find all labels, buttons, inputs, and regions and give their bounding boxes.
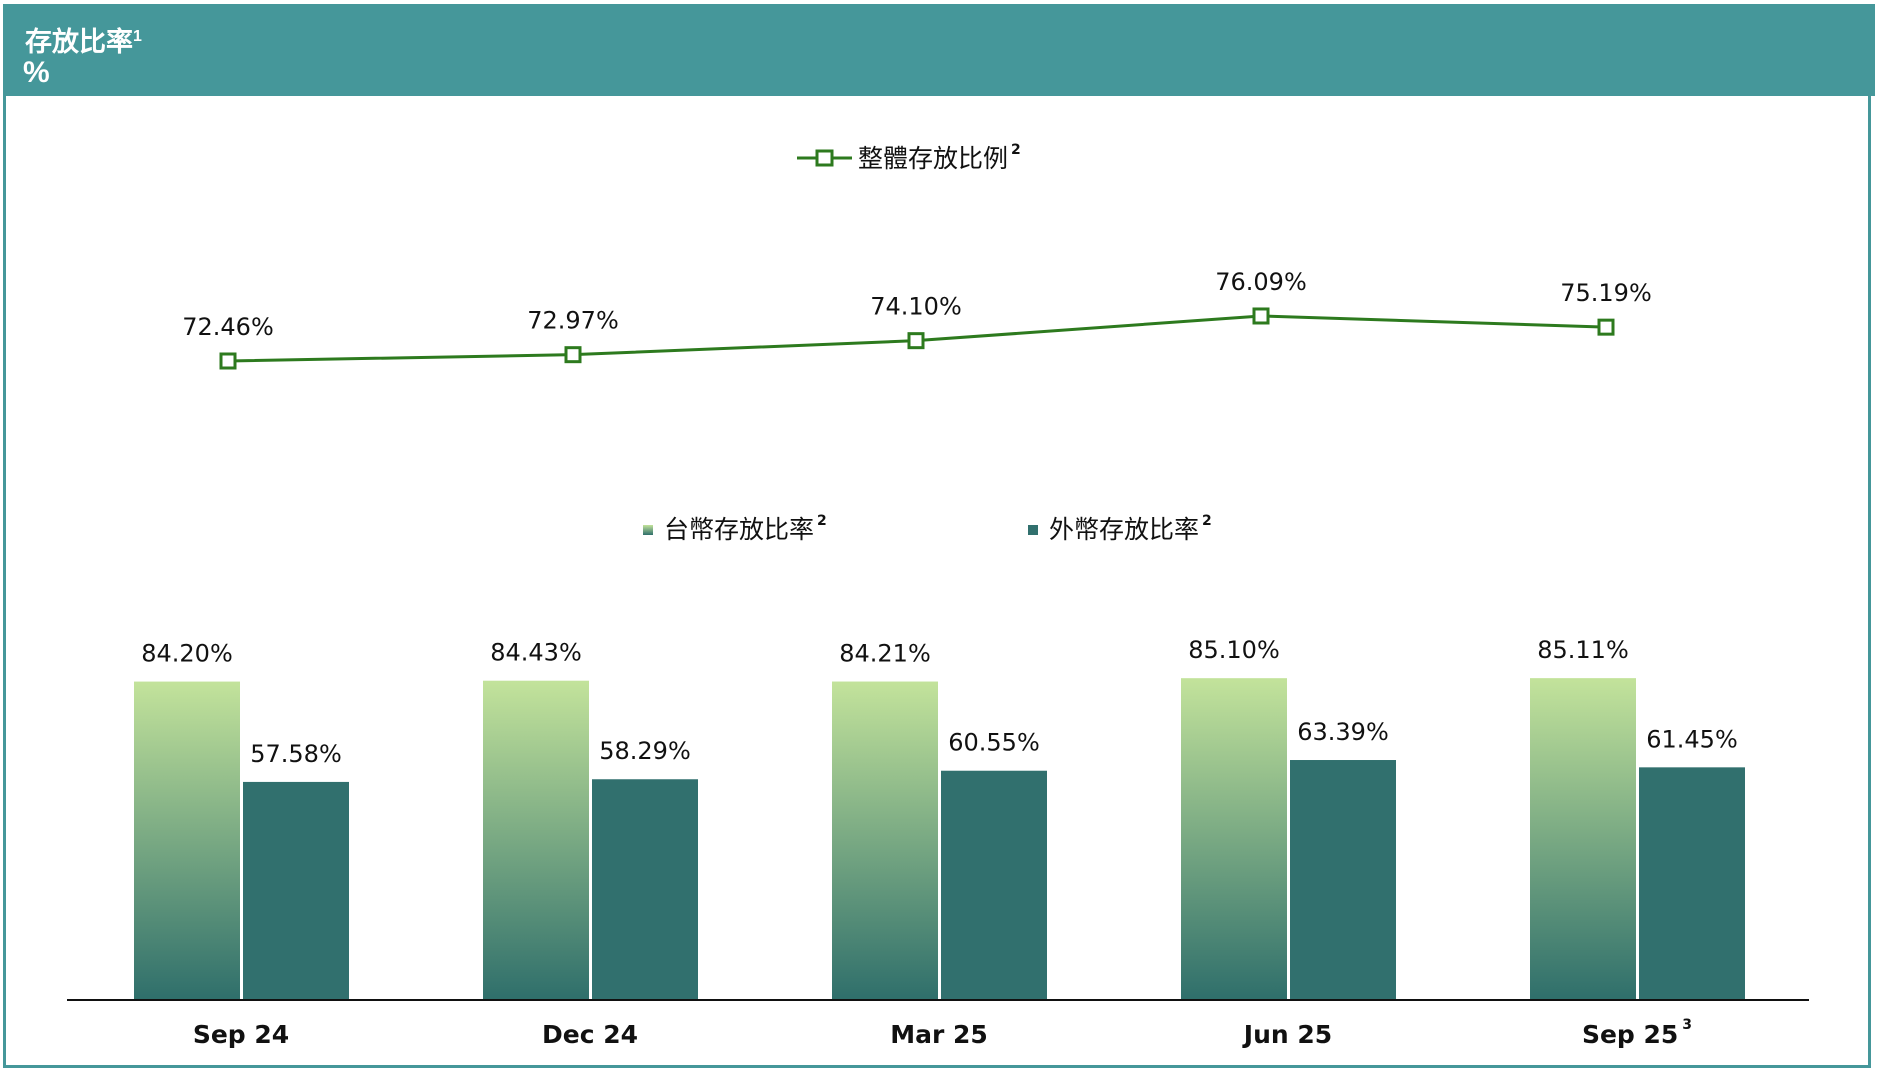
x-tick-label: Sep 25 xyxy=(1582,1020,1678,1049)
bar-data-label-fx: 63.39% xyxy=(1297,718,1389,746)
x-tick-label: Jun 25 xyxy=(1242,1020,1332,1049)
line-data-label: 72.97% xyxy=(527,307,619,335)
bar-twd xyxy=(1181,678,1287,999)
bar-data-label-fx: 57.58% xyxy=(250,740,342,768)
bar-fx xyxy=(592,779,698,999)
bar-legend-footnote-fx: 2 xyxy=(1202,513,1212,529)
line-legend-footnote: 2 xyxy=(1011,142,1021,158)
bar-twd xyxy=(832,681,938,999)
chart-frame xyxy=(3,4,1871,1068)
bar-twd xyxy=(134,681,240,999)
bar-data-label-twd: 84.21% xyxy=(839,640,931,668)
line-legend-label-group: 整體存放比例 2 xyxy=(858,142,1021,173)
line-data-label: 75.19% xyxy=(1560,279,1652,307)
x-tick-label-group: Sep 25 3 xyxy=(1582,1017,1692,1049)
line-data-label: 72.46% xyxy=(182,313,274,341)
line-legend-label: 整體存放比例 xyxy=(858,144,1008,173)
bar-twd xyxy=(483,680,589,999)
chart-title: 存放比率1 xyxy=(25,20,142,59)
x-tick-footnote: 3 xyxy=(1682,1017,1692,1033)
line-point-marker xyxy=(1252,307,1270,325)
bar-legend-swatch-fx xyxy=(1028,525,1038,535)
x-tick-label: Dec 24 xyxy=(542,1020,638,1049)
bar-data-label-fx: 58.29% xyxy=(599,737,691,765)
line-legend-marker xyxy=(815,149,834,167)
line-point-marker xyxy=(219,352,237,370)
bar-fx xyxy=(941,770,1047,999)
bar-data-label-fx: 60.55% xyxy=(948,729,1040,757)
bar-fx xyxy=(243,781,349,999)
line-data-label: 76.09% xyxy=(1215,268,1307,296)
bar-legend-swatch-twd xyxy=(643,525,653,535)
x-tick-label: Mar 25 xyxy=(890,1020,988,1049)
bar-data-label-twd: 84.20% xyxy=(141,640,233,668)
x-tick-label: Sep 24 xyxy=(193,1020,289,1049)
bar-fx xyxy=(1639,767,1745,999)
bar-legend-label-fx: 外幣存放比率 xyxy=(1049,515,1199,544)
bar-twd xyxy=(1530,678,1636,999)
line-data-label: 74.10% xyxy=(870,293,962,321)
line-point-marker xyxy=(1597,318,1615,336)
bar-legend-footnote-twd: 2 xyxy=(817,513,827,529)
bar-data-label-fx: 61.45% xyxy=(1646,725,1738,753)
chart-header: 存放比率1 % xyxy=(3,4,1875,96)
bar-legend-label-fx-group: 外幣存放比率 2 xyxy=(1049,513,1212,544)
bar-data-label-twd: 84.43% xyxy=(490,639,582,667)
title-footnote: 1 xyxy=(133,28,142,45)
unit-label: % xyxy=(23,56,50,89)
bar-data-label-twd: 85.11% xyxy=(1537,636,1629,664)
bar-legend-label-twd: 台幣存放比率 xyxy=(664,515,814,544)
bar-legend-label-twd-group: 台幣存放比率 2 xyxy=(664,513,827,544)
bar-data-label-twd: 85.10% xyxy=(1188,636,1280,664)
line-point-marker xyxy=(907,332,925,350)
title-text: 存放比率 xyxy=(25,27,133,58)
bar-fx xyxy=(1290,760,1396,999)
line-point-marker xyxy=(564,346,582,364)
